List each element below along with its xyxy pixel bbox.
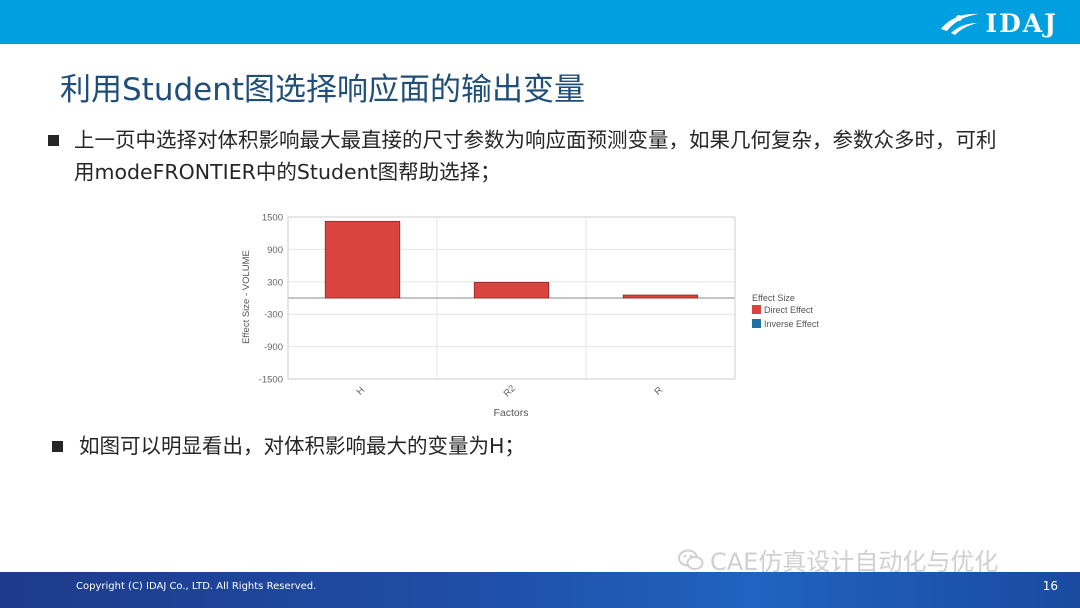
company-logo: IDAJ xyxy=(937,8,1058,38)
y-tick-label: 1500 xyxy=(262,213,283,224)
y-tick-label: -1500 xyxy=(259,375,283,386)
wechat-watermark: CAE仿真设计自动化与优化 xyxy=(678,542,998,577)
bullet-text: 上一页中选择对体积影响最大最直接的尺寸参数为响应面预测变量，如果几何复杂，参数众… xyxy=(74,128,997,184)
x-tick-label: R2 xyxy=(502,383,518,399)
bullet-square-icon xyxy=(52,441,63,452)
bullet-text: 如图可以明显看出，对体积影响最大的变量为H； xyxy=(79,434,525,458)
x-tick-label: H xyxy=(354,385,367,398)
y-axis-label: Effect Size - VOLUME xyxy=(241,250,252,344)
y-tick-label: 900 xyxy=(267,245,283,256)
legend-label: Inverse Effect xyxy=(764,319,819,329)
logo-text: IDAJ xyxy=(985,8,1058,38)
wechat-icon xyxy=(678,549,704,570)
plot-border xyxy=(287,216,736,380)
student-chart: Effect Size - VOLUME Factors 1500 900 300 -… xyxy=(241,213,819,420)
bar-h xyxy=(324,220,401,299)
bullet-square-icon xyxy=(48,135,59,146)
bar-r2 xyxy=(473,281,550,299)
watermark-text: CAE仿真设计自动化与优化 xyxy=(710,548,999,576)
bar-r xyxy=(622,294,699,299)
footer-bar: Copyright (C) IDAJ Co., LTD. All Rights … xyxy=(0,572,1080,608)
y-tick-label: -300 xyxy=(264,310,283,321)
page-number: 16 xyxy=(1042,579,1058,593)
legend-title: Effect Size xyxy=(752,293,795,303)
slide-title: 利用Student图选择响应面的输出变量 xyxy=(60,72,586,108)
bullet-item: 上一页中选择对体积影响最大最直接的尺寸参数为响应面预测变量，如果几何复杂，参数众… xyxy=(48,124,998,188)
header-bar: IDAJ xyxy=(0,0,1080,44)
copyright-text: Copyright (C) IDAJ Co., LTD. All Rights … xyxy=(76,581,317,592)
legend-swatch xyxy=(752,305,761,314)
bullet-item: 如图可以明显看出，对体积影响最大的变量为H； xyxy=(52,430,525,462)
logo-swoosh-icon xyxy=(941,13,980,35)
legend-label: Direct Effect xyxy=(764,305,813,315)
y-tick-label: -900 xyxy=(264,342,283,353)
legend-swatch xyxy=(752,319,761,328)
y-tick-label: 300 xyxy=(267,277,283,288)
x-tick-label: R xyxy=(652,385,665,398)
x-axis-label: Factors xyxy=(493,407,528,419)
